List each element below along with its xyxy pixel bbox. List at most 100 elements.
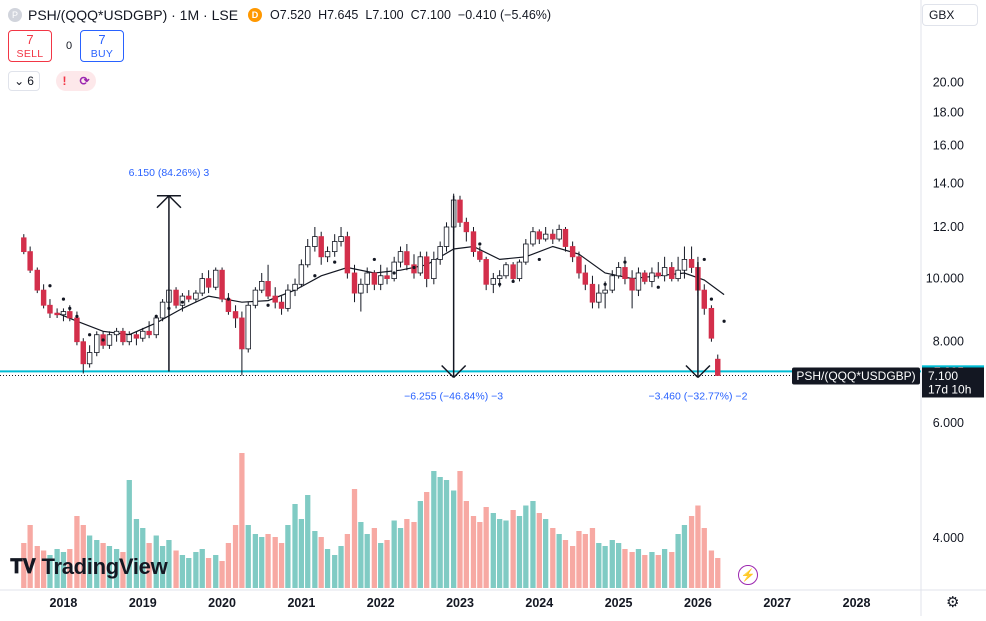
- candle-body[interactable]: [470, 231, 477, 253]
- candle-body[interactable]: [576, 256, 582, 274]
- candle-body[interactable]: [609, 275, 615, 291]
- candle-body[interactable]: [708, 307, 715, 339]
- candle-body[interactable]: [285, 289, 291, 309]
- candle-body[interactable]: [569, 246, 576, 258]
- tradingview-logo[interactable]: 𝐓𝐕 TradingView: [10, 554, 168, 580]
- candle-body[interactable]: [60, 311, 67, 316]
- candle-body[interactable]: [715, 358, 721, 376]
- candle-body[interactable]: [40, 289, 47, 306]
- candle-body[interactable]: [272, 295, 278, 303]
- candle-body[interactable]: [417, 256, 424, 274]
- candle-body[interactable]: [351, 272, 358, 294]
- candle-body[interactable]: [94, 334, 100, 353]
- candle-body[interactable]: [457, 199, 463, 223]
- candle-body[interactable]: [675, 269, 681, 279]
- candle-body[interactable]: [67, 311, 73, 319]
- candle-body[interactable]: [259, 281, 265, 291]
- candle-body[interactable]: [463, 221, 470, 233]
- candle-body[interactable]: [490, 278, 497, 285]
- candle-body[interactable]: [324, 251, 331, 258]
- candle-body[interactable]: [252, 289, 259, 306]
- candle-body[interactable]: [510, 264, 516, 279]
- candle-body[interactable]: [550, 233, 556, 240]
- candle-body[interactable]: [193, 292, 199, 300]
- candle-body[interactable]: [649, 272, 655, 282]
- candle-body[interactable]: [34, 269, 40, 291]
- candle-body[interactable]: [80, 341, 86, 365]
- candle-body[interactable]: [622, 267, 628, 279]
- candle-body[interactable]: [391, 261, 397, 279]
- candle-body[interactable]: [338, 236, 344, 242]
- candle-body[interactable]: [582, 272, 589, 285]
- candle-body[interactable]: [219, 269, 225, 300]
- buy-button[interactable]: 7 BUY: [80, 30, 124, 62]
- candle-body[interactable]: [384, 275, 390, 279]
- candle-body[interactable]: [331, 241, 338, 253]
- candle-body[interactable]: [530, 231, 536, 245]
- candle-body[interactable]: [615, 267, 622, 277]
- candle-body[interactable]: [516, 261, 523, 279]
- candle-body[interactable]: [21, 237, 27, 253]
- candle-body[interactable]: [542, 233, 549, 240]
- candle-body[interactable]: [596, 292, 602, 303]
- candle-body[interactable]: [305, 246, 311, 266]
- candle-body[interactable]: [140, 330, 146, 339]
- candle-body[interactable]: [523, 243, 529, 263]
- candle-body[interactable]: [404, 251, 410, 266]
- candle-body[interactable]: [556, 228, 562, 240]
- candle-body[interactable]: [106, 334, 113, 346]
- candle-body[interactable]: [292, 283, 298, 291]
- candle-body[interactable]: [312, 236, 318, 247]
- candle-body[interactable]: [397, 251, 404, 263]
- candle-body[interactable]: [245, 304, 251, 350]
- delayed-data-badge[interactable]: D: [248, 8, 263, 22]
- candle-body[interactable]: [669, 267, 675, 279]
- candle-body[interactable]: [602, 289, 608, 294]
- candle-body[interactable]: [133, 334, 140, 339]
- candle-body[interactable]: [364, 272, 370, 285]
- lightning-icon[interactable]: ⚡: [738, 565, 758, 585]
- sell-button[interactable]: 7 SELL: [8, 30, 52, 62]
- candle-body[interactable]: [661, 267, 668, 277]
- candle-body[interactable]: [681, 259, 688, 271]
- candle-body[interactable]: [298, 264, 305, 285]
- candle-body[interactable]: [54, 312, 60, 316]
- symbol-title[interactable]: PSH/(QQQ*USDGBP) · 1M · LSE: [28, 7, 239, 23]
- candle-body[interactable]: [173, 289, 179, 306]
- candle-body[interactable]: [213, 269, 219, 288]
- alert-pill[interactable]: ! ⟳: [56, 71, 96, 91]
- candle-body[interactable]: [27, 251, 33, 271]
- warning-icon[interactable]: !: [62, 74, 67, 88]
- candle-body[interactable]: [239, 317, 245, 350]
- candle-body[interactable]: [232, 311, 239, 319]
- candle-body[interactable]: [74, 317, 80, 343]
- candle-body[interactable]: [423, 256, 430, 279]
- candle-body[interactable]: [126, 334, 132, 343]
- candle-body[interactable]: [437, 246, 443, 260]
- candle-body[interactable]: [371, 272, 378, 285]
- candle-body[interactable]: [635, 272, 642, 291]
- currency-selector[interactable]: GBX: [922, 4, 978, 26]
- candle-body[interactable]: [113, 330, 120, 336]
- refresh-icon[interactable]: ⟳: [79, 74, 90, 88]
- last-price-tag[interactable]: [922, 367, 984, 398]
- candle-body[interactable]: [278, 301, 285, 309]
- candle-body[interactable]: [86, 352, 93, 365]
- candle-body[interactable]: [159, 301, 166, 319]
- candle-body[interactable]: [199, 278, 205, 294]
- candle-body[interactable]: [655, 272, 661, 277]
- candle-body[interactable]: [642, 272, 648, 282]
- candle-body[interactable]: [443, 226, 450, 247]
- candle-body[interactable]: [701, 289, 707, 309]
- candle-body[interactable]: [536, 231, 543, 240]
- candle-body[interactable]: [205, 278, 212, 288]
- candle-body[interactable]: [496, 275, 503, 279]
- candle-body[interactable]: [431, 259, 437, 279]
- indicators-collapse-button[interactable]: ⌄ 6: [8, 71, 40, 91]
- candle-body[interactable]: [688, 259, 695, 268]
- candle-body[interactable]: [47, 304, 53, 314]
- candle-body[interactable]: [225, 298, 232, 312]
- candle-body[interactable]: [153, 317, 159, 336]
